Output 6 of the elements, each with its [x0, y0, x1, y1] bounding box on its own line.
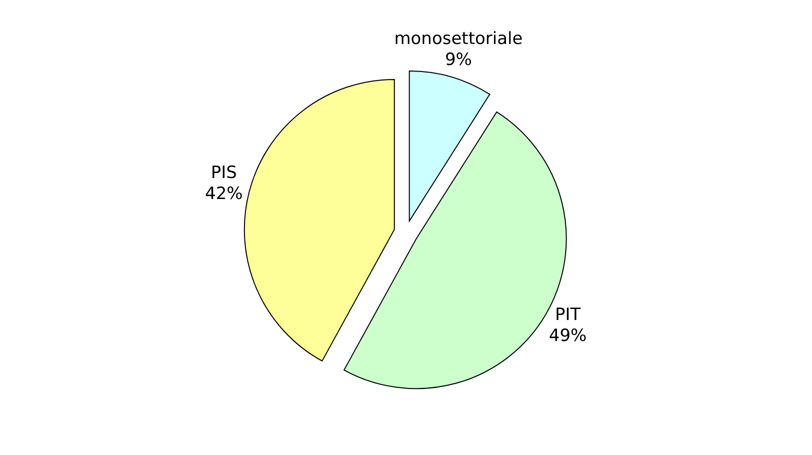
- slice-label: PIT: [554, 305, 582, 326]
- data-label: 42%: [205, 184, 243, 204]
- slice-label: PIS: [210, 162, 237, 183]
- data-label: 49%: [548, 326, 587, 346]
- slice-label: monosettoriale: [394, 28, 523, 49]
- data-label: 9%: [444, 50, 472, 70]
